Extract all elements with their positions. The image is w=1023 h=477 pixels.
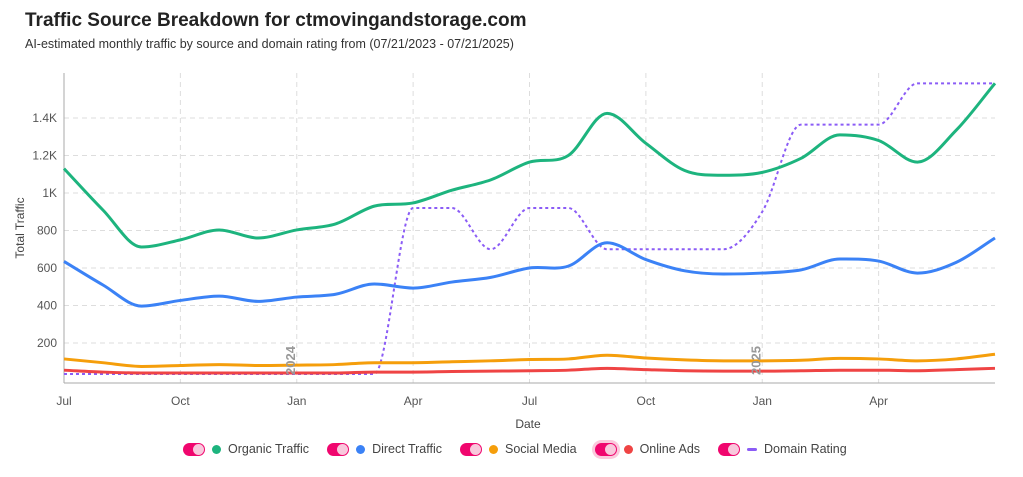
series-toggle[interactable] — [183, 442, 205, 456]
legend-item-social-media[interactable]: Social Media — [459, 442, 577, 456]
legend-marker-icon — [356, 444, 366, 454]
x-tick-label: Jul — [56, 394, 71, 408]
x-tick-label: Apr — [869, 394, 888, 408]
legend-label: Online Ads — [639, 442, 701, 456]
series-line-direct-traffic — [63, 236, 996, 308]
y-tick-label: 1.2K — [32, 149, 57, 163]
legend-item-organic-traffic[interactable]: Organic Traffic — [183, 442, 309, 456]
series-toggle[interactable] — [459, 442, 482, 456]
y-axis-label: Total Traffic — [13, 197, 27, 258]
legend-label: Organic Traffic — [228, 442, 310, 456]
legend-label: Direct Traffic — [372, 442, 442, 456]
chart-subtitle: AI-estimated monthly traffic by source a… — [25, 37, 514, 51]
legend-item-direct-traffic[interactable]: Direct Traffic — [327, 442, 442, 456]
chart-title: Traffic Source Breakdown for ctmovingand… — [25, 10, 527, 31]
x-axis-label: Date — [515, 417, 541, 431]
legend-marker-icon — [212, 444, 221, 454]
legend: Organic Traffic Direct Traffic Social Medi… — [183, 442, 847, 456]
series-toggle[interactable] — [718, 442, 741, 456]
y-tick-label: 600 — [37, 261, 57, 275]
x-tick-label: Jan — [287, 394, 306, 408]
legend-label: Domain Rating — [764, 442, 847, 456]
series-line-social-media — [63, 352, 996, 368]
x-tick-label: Jul — [522, 394, 537, 408]
y-tick-label: 200 — [37, 336, 57, 350]
legend-marker-icon — [623, 444, 633, 454]
year-annotation: 2025 — [748, 346, 763, 375]
legend-label: Social Media — [504, 442, 577, 456]
series-toggle[interactable] — [327, 442, 350, 456]
y-tick-label: 800 — [37, 224, 57, 238]
legend-marker-icon — [747, 447, 758, 451]
y-tick-label: 1K — [42, 186, 57, 200]
x-tick-label: Oct — [637, 394, 656, 408]
series-toggle[interactable] — [594, 442, 617, 456]
x-tick-label: Jan — [753, 394, 772, 408]
x-tick-label: Oct — [171, 394, 190, 408]
y-tick-label: 400 — [37, 299, 57, 313]
y-tick-label: 1.4K — [32, 111, 57, 125]
legend-marker-icon — [488, 444, 498, 454]
legend-item-online-ads[interactable]: Online Ads — [594, 442, 701, 456]
legend-item-domain-rating[interactable]: Domain Rating — [718, 442, 847, 456]
year-annotation: 2024 — [283, 345, 298, 375]
series-line-online-ads — [63, 366, 996, 375]
series-line-organic-traffic — [62, 82, 997, 249]
x-tick-label: Apr — [404, 394, 423, 408]
